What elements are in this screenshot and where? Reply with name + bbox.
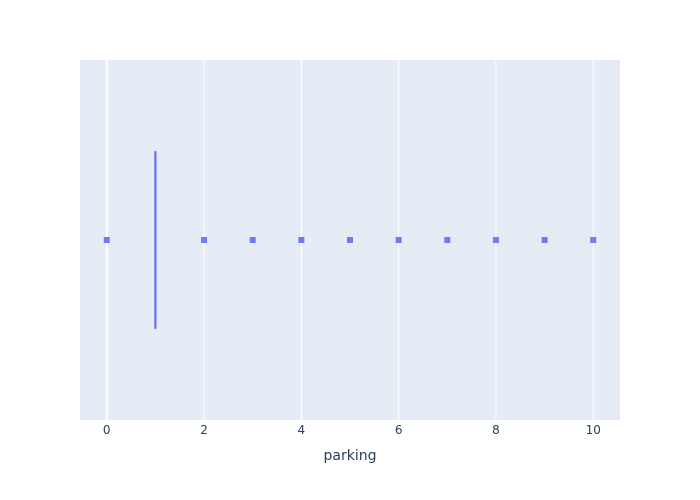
x-tick-label: 8 <box>492 423 500 437</box>
outlier-point <box>201 237 208 243</box>
x-tick-label: 10 <box>586 423 601 437</box>
outlier-point <box>492 237 499 243</box>
x-tick-label: 0 <box>103 423 111 437</box>
outlier-point <box>347 237 353 243</box>
outlier-point <box>590 237 597 243</box>
x-tick-label: 2 <box>200 423 208 437</box>
outlier-points <box>103 237 597 243</box>
outlier-point <box>249 237 256 243</box>
x-tick-labels: 0 2 4 6 8 10 <box>103 423 601 437</box>
outlier-point <box>298 237 305 243</box>
x-axis-title: parking <box>324 448 377 464</box>
outlier-point <box>444 237 451 243</box>
x-tick-label: 6 <box>395 423 403 437</box>
outlier-point <box>103 237 110 243</box>
x-tick-label: 4 <box>298 423 306 437</box>
outlier-point <box>395 237 402 243</box>
outlier-point <box>541 237 548 243</box>
